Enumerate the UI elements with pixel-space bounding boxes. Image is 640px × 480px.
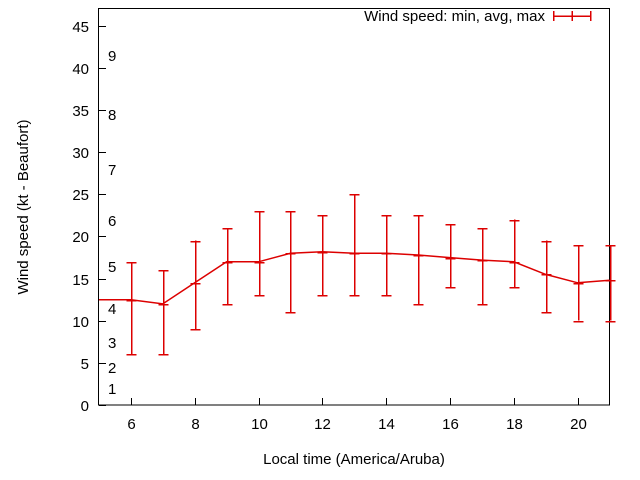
error-bar — [541, 240, 552, 314]
error-bar — [413, 214, 424, 306]
beaufort-tick-label: 1 — [108, 381, 116, 398]
x-tick-label: 8 — [191, 416, 199, 433]
beaufort-tick-label: 4 — [108, 301, 116, 318]
y-tick-label: 35 — [72, 103, 89, 120]
x-axis-title: Local time (America/Aruba) — [263, 451, 445, 468]
error-bar — [285, 210, 296, 314]
x-tick-label: 18 — [506, 416, 523, 433]
legend-symbol-error-bar-icon — [552, 11, 592, 21]
y-tick-label: 25 — [72, 187, 89, 204]
error-bar — [254, 210, 265, 297]
beaufort-tick-label: 8 — [108, 107, 116, 124]
beaufort-tick-label: 2 — [108, 360, 116, 377]
x-tick-label: 10 — [251, 416, 268, 433]
x-tick-label: 16 — [442, 416, 459, 433]
beaufort-tick-label: 7 — [108, 162, 116, 179]
y-tick-label: 0 — [81, 398, 89, 415]
error-bar — [317, 214, 328, 297]
y-axis-ticks: 0 5 10 15 20 25 30 35 40 45 — [72, 19, 106, 415]
error-bar — [445, 223, 456, 289]
error-bar — [509, 219, 520, 289]
beaufort-tick-label: 6 — [108, 213, 116, 230]
y-tick-label: 5 — [81, 356, 89, 373]
error-bar — [126, 261, 137, 356]
y-tick-label: 40 — [72, 61, 89, 78]
x-tick-label: 20 — [570, 416, 587, 433]
y-axis-title: Wind speed (kt - Beaufort) — [15, 119, 32, 294]
error-bar — [222, 227, 233, 306]
x-tick-label: 14 — [378, 416, 395, 433]
beaufort-tick-label: 5 — [108, 259, 116, 276]
beaufort-tick-label: 3 — [108, 335, 116, 352]
y-tick-label: 30 — [72, 145, 89, 162]
error-bar — [477, 227, 488, 306]
y-tick-label: 15 — [72, 272, 89, 289]
error-bar — [158, 269, 169, 356]
wind-speed-avg-line — [99, 250, 610, 305]
legend: Wind speed: min, avg, max — [364, 8, 592, 25]
wind-speed-error-bars — [126, 193, 616, 356]
y-tick-label: 20 — [72, 229, 89, 246]
beaufort-scale-labels: 1 2 3 4 5 6 7 8 9 — [108, 48, 116, 398]
x-tick-label: 6 — [127, 416, 135, 433]
error-bar — [349, 193, 360, 297]
beaufort-tick-label: 9 — [108, 48, 116, 65]
error-bar — [605, 244, 616, 323]
y-tick-label: 45 — [72, 19, 89, 36]
plot-frame — [97, 7, 611, 406]
x-axis-ticks: 6 8 10 12 14 16 18 20 — [127, 398, 587, 433]
legend-entry-label: Wind speed: min, avg, max — [364, 8, 545, 25]
y-tick-label: 10 — [72, 314, 89, 331]
x-tick-label: 12 — [314, 416, 331, 433]
error-bar — [190, 240, 201, 331]
error-bar — [381, 214, 392, 297]
